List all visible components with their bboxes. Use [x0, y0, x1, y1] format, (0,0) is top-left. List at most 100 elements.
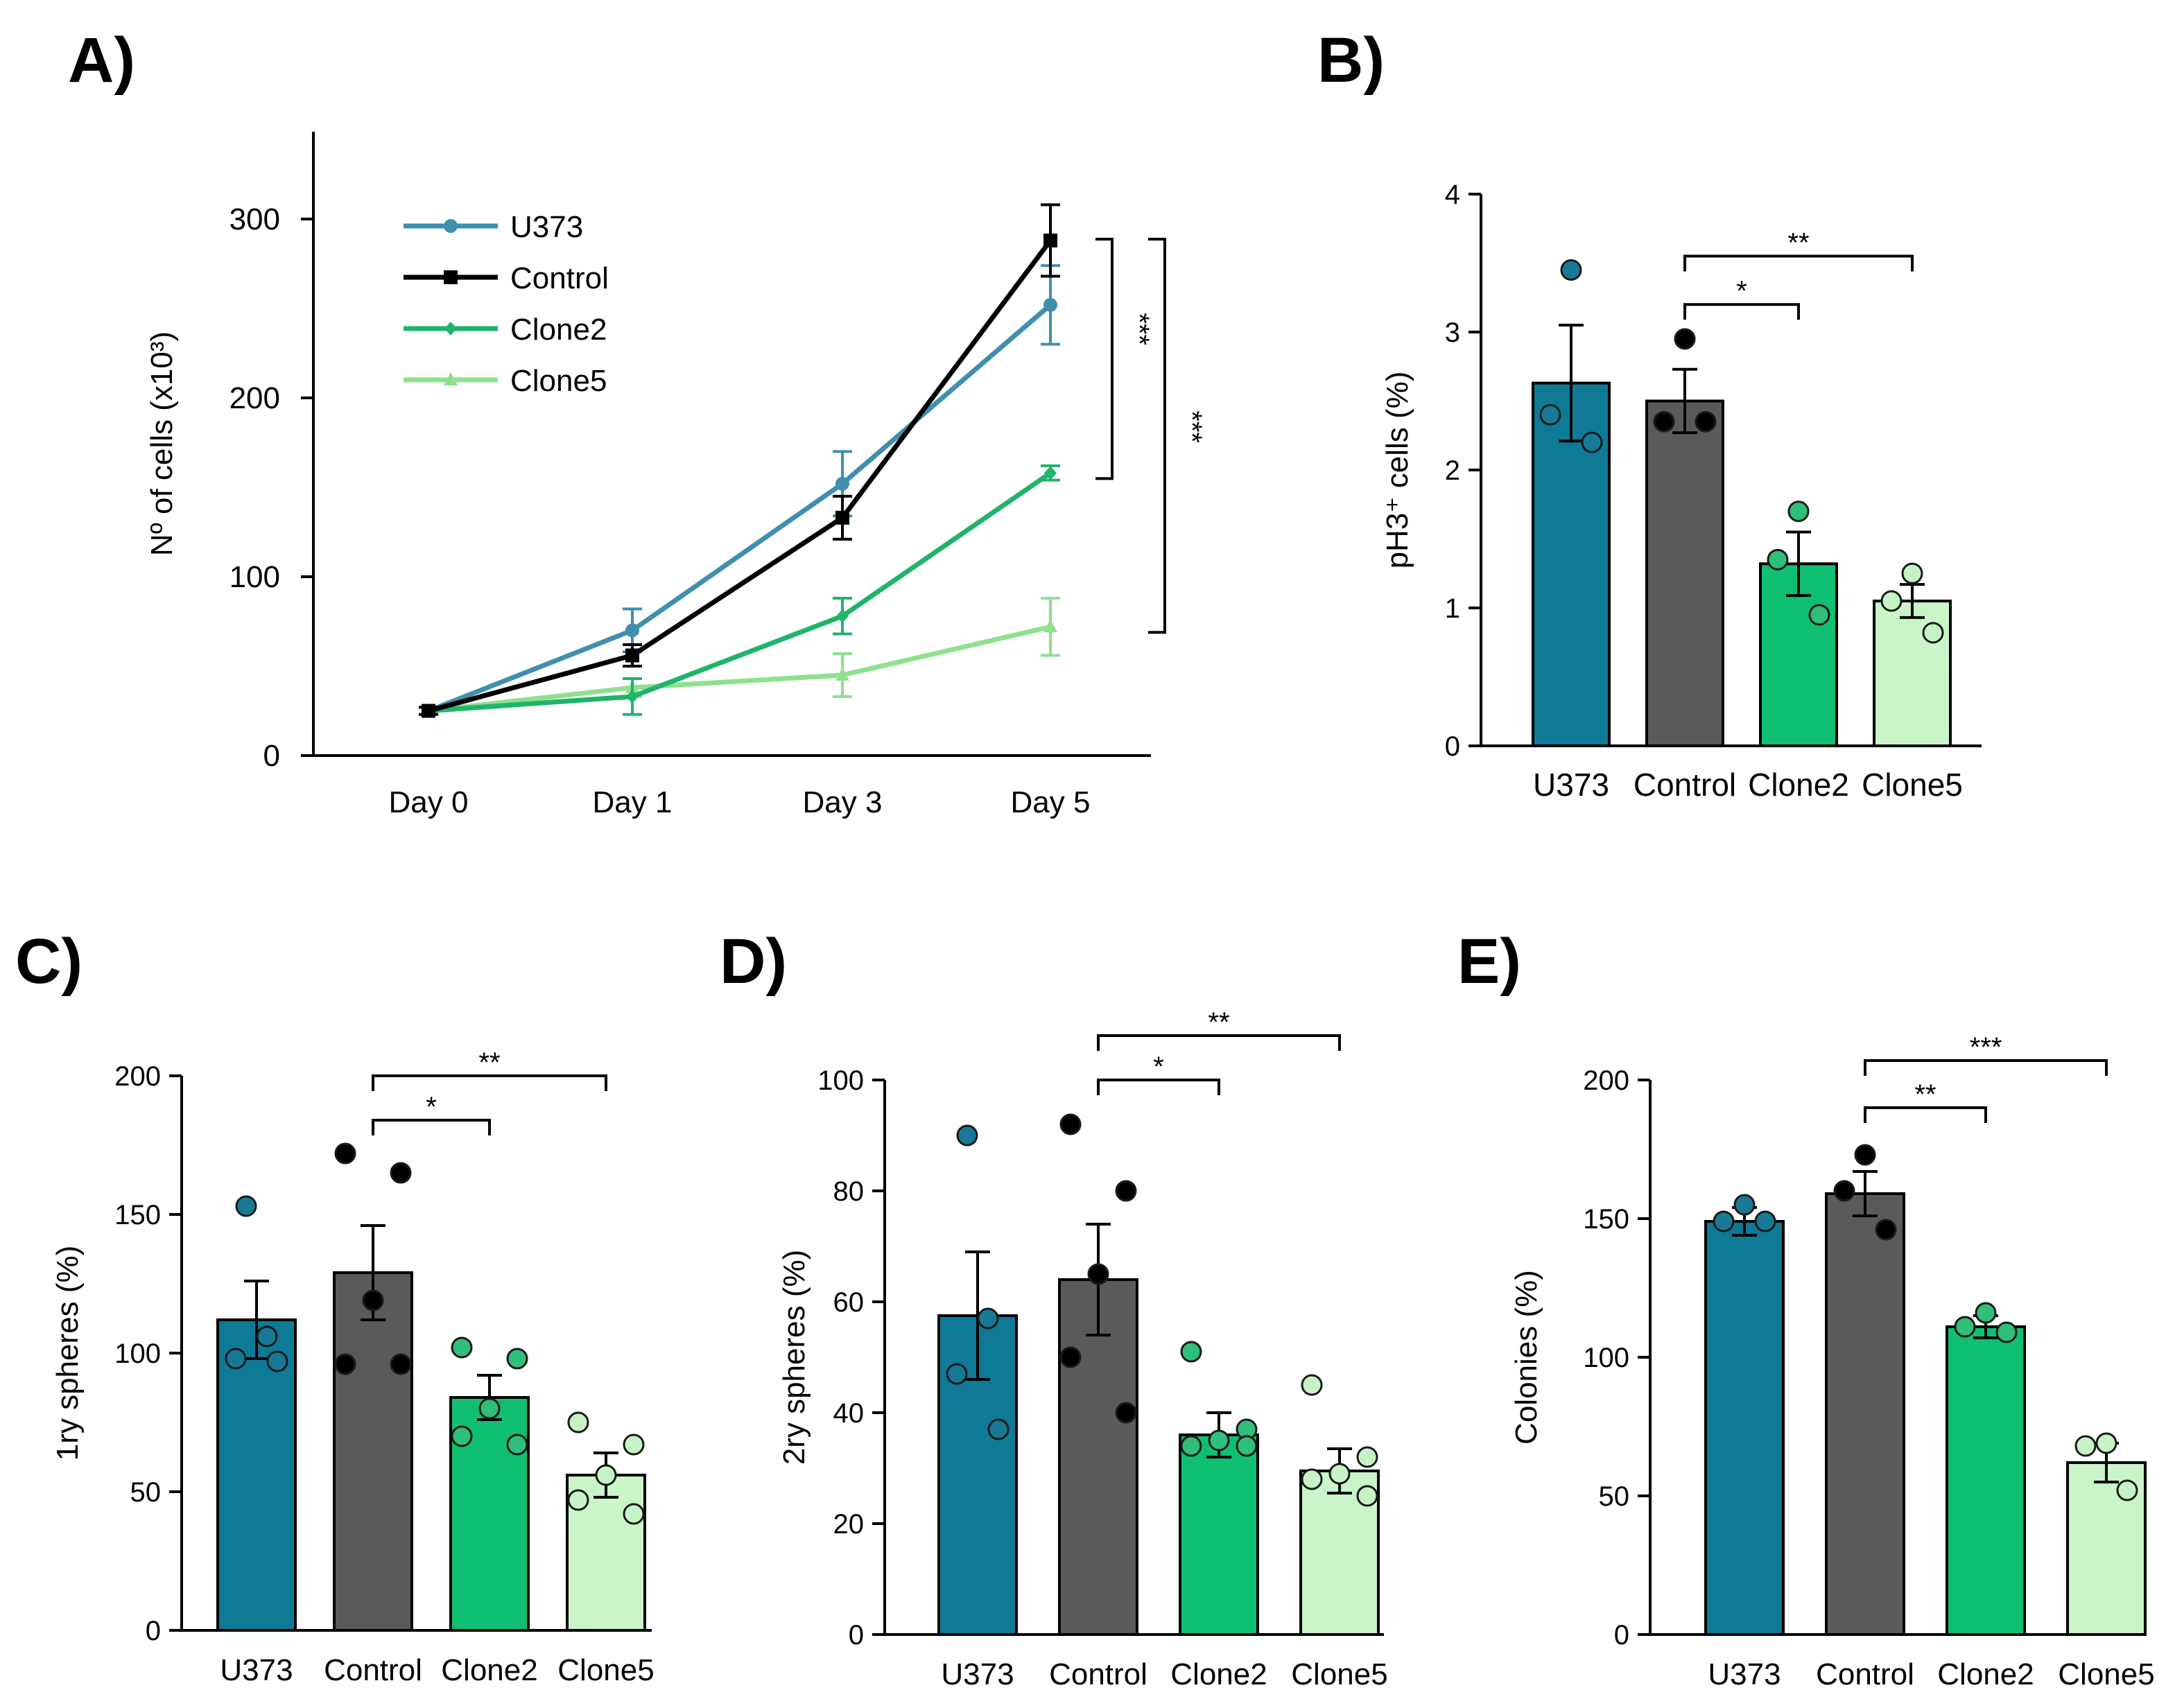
panel-b-x-tick-label: Control: [1634, 767, 1736, 803]
panel-c-y-tick-label: 50: [130, 1477, 162, 1508]
data-point-u373: [256, 1325, 278, 1348]
data-point-clone2: [451, 1425, 473, 1447]
data-point-u373: [1754, 1210, 1776, 1232]
significance-bracket: [1864, 1106, 1987, 1123]
panel-b-x-tick-label: Clone2: [1748, 767, 1849, 803]
panel-e-y-tick-label: 200: [1583, 1065, 1629, 1096]
data-point-control: [422, 704, 435, 718]
significance-label: *: [1736, 276, 1747, 306]
panel-b-y-tick-label: 0: [1445, 731, 1460, 762]
data-point-clone5: [595, 1464, 617, 1486]
data-point-clone2: [506, 1434, 528, 1456]
legend-marker-control: [444, 270, 458, 284]
significance-label: **: [1787, 228, 1809, 259]
panel-d-x-tick-label: U373: [941, 1657, 1014, 1691]
panel-d-bar-chart: D) 0 20 40 60 80 100 2ry spheres (%) U373 Contro…: [720, 926, 1388, 1691]
panel-e-label: E): [1457, 926, 1521, 997]
panel-d-x-tick-label: Clone5: [1291, 1657, 1387, 1691]
significance-bracket: [1148, 237, 1166, 634]
panel-b-y-axis-label: pH3⁺ cells (%): [1380, 372, 1414, 569]
data-point-clone5: [2095, 1432, 2117, 1454]
data-point-clone5: [1043, 619, 1057, 633]
data-point-u373: [1713, 1210, 1735, 1232]
panel-b-y-tick-label: 2: [1445, 455, 1460, 486]
significance-label: **: [1914, 1079, 1936, 1110]
data-point-clone5: [1301, 1374, 1323, 1396]
data-point-u373: [977, 1307, 999, 1330]
data-point-u373: [987, 1418, 1010, 1440]
panel-a-y-tick-label: 300: [229, 202, 280, 236]
panel-e-x-tick-label: Control: [1816, 1657, 1914, 1691]
panel-a-line-chart: A) 0 100 200 300 Day 0 Day 1 Day 3 Day 5 Nº of c…: [68, 25, 1207, 819]
legend-marker-clone5: [444, 372, 458, 385]
bar-clone5: [1873, 600, 1952, 747]
data-point-control: [1043, 233, 1057, 247]
data-point-clone2: [1787, 500, 1810, 523]
panel-c-y-tick-label: 150: [114, 1200, 161, 1230]
panel-c-x-tick-label: Clone2: [441, 1653, 537, 1687]
data-point-control: [1059, 1113, 1082, 1135]
data-point-control: [1833, 1180, 1855, 1202]
data-point-clone5: [835, 667, 849, 681]
significance-bracket: [1683, 254, 1914, 272]
legend-marker-u373: [444, 219, 458, 233]
panel-d-y-tick-label: 20: [833, 1509, 865, 1540]
data-point-clone2: [451, 1336, 473, 1359]
bar-u373: [1704, 1220, 1785, 1636]
significance-label: *: [1153, 1052, 1164, 1082]
panel-b-x-tick-label: U373: [1533, 767, 1609, 803]
data-point-control: [334, 1142, 356, 1165]
data-point-control: [1115, 1180, 1137, 1202]
significance-bracket: [1097, 1034, 1341, 1051]
panel-a-y-tick-label: 200: [229, 381, 280, 415]
data-point-control: [1695, 410, 1717, 433]
panel-e-y-tick-label: 100: [1583, 1343, 1629, 1373]
data-point-control: [1875, 1219, 1897, 1241]
data-point-clone2: [478, 1397, 501, 1420]
significance-bracket: [372, 1074, 607, 1091]
panel-e-y-tick-label: 0: [1614, 1620, 1629, 1650]
data-point-clone2: [626, 689, 639, 704]
legend-label-u373: U373: [510, 210, 583, 244]
panel-e-y-axis-label: Colonies (%): [1509, 1270, 1543, 1445]
panel-a-x-tick-label: Day 5: [1011, 785, 1091, 819]
panel-e-y-tick-label: 50: [1599, 1481, 1630, 1512]
data-point-clone2: [1180, 1341, 1202, 1363]
data-point-u373: [1043, 297, 1057, 312]
data-point-clone5: [623, 1434, 645, 1456]
data-point-u373: [1581, 431, 1603, 453]
data-point-u373: [1733, 1194, 1756, 1216]
data-point-clone5: [1922, 622, 1944, 644]
panel-e-x-tick-label: U373: [1708, 1657, 1781, 1691]
bar-clone5: [566, 1474, 646, 1632]
panel-d-x-tick-label: Clone2: [1170, 1657, 1267, 1691]
bar-u373: [216, 1318, 297, 1632]
bar-control: [1058, 1278, 1138, 1636]
panel-a-marks: *** ***: [419, 203, 1207, 718]
panel-e-x-tick-label: Clone2: [1937, 1657, 2034, 1691]
data-point-control: [1115, 1402, 1137, 1424]
data-point-u373: [946, 1363, 968, 1385]
data-point-control: [1854, 1144, 1876, 1166]
data-point-control: [362, 1289, 384, 1312]
significance-label: **: [478, 1047, 500, 1078]
panel-b-y-tick-label: 3: [1445, 317, 1460, 348]
panel-a-legend: U373 Control Clone2 Clone5: [404, 210, 609, 398]
data-point-clone5: [567, 1489, 589, 1511]
data-point-u373: [235, 1195, 257, 1217]
data-point-clone5: [567, 1411, 589, 1434]
data-point-clone2: [1180, 1435, 1202, 1457]
panel-e-y-tick-label: 150: [1583, 1204, 1629, 1235]
bar-control: [333, 1271, 413, 1632]
series-line-clone5: [428, 624, 1051, 713]
panel-c-y-tick-label: 200: [114, 1061, 161, 1092]
data-point-clone5: [2116, 1479, 2138, 1501]
significance-bracket: [1097, 1079, 1220, 1095]
data-point-clone5: [1356, 1485, 1378, 1507]
data-point-clone5: [1880, 590, 1903, 612]
data-point-clone2: [836, 609, 849, 623]
panel-b-x-tick-label: Clone5: [1862, 767, 1963, 803]
bar-control: [1645, 399, 1724, 747]
legend-label-clone2: Clone2: [510, 313, 607, 347]
panel-b-chart: 0 1 2 3 4 pH3⁺ cells (%) U373 Control Clone2 Clon…: [1380, 180, 1982, 803]
